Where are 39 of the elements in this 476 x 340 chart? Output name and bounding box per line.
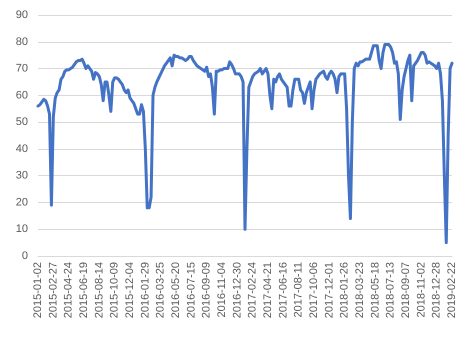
x-tick-label: 2017-06-16 [277,262,290,318]
x-tick-label: 2017-12-01 [323,262,336,318]
y-tick-label: 20 [16,196,28,208]
line-series [36,42,454,244]
x-tick-label: 2018-03-23 [354,262,366,318]
x-tick-label: 2016-09-09 [200,262,213,318]
x-tick-label: 2015-02-27 [47,262,60,318]
x-tick-label: 2017-08-11 [292,262,305,318]
y-tick-label: 50 [16,116,28,128]
y-tick-label: 70 [16,62,28,75]
y-tick-label: 90 [16,9,28,21]
x-tick-label: 2017-04-21 [262,262,274,318]
x-tick-label: 2018-05-18 [369,262,382,318]
x-tick-label: 2018-12-28 [430,262,443,318]
x-tick-label: 2018-11-02 [415,262,428,318]
x-tick-label: 2016-12-30 [231,262,244,318]
x-tick-label: 2015-06-19 [78,262,90,318]
y-tick-label: 10 [16,223,28,236]
y-tick-label: 40 [16,142,28,155]
x-tick-label: 2015-12-04 [124,262,136,318]
x-tick-label: 2015-01-02 [32,262,44,318]
x-tick-label: 2016-03-25 [154,262,167,318]
x-tick-label: 2016-01-29 [139,262,152,318]
y-tick-label: 60 [16,89,28,102]
y-tick-label: 30 [16,170,28,182]
y-tick-label: 80 [16,36,28,48]
x-tick-label: 2019-02-22 [446,262,458,318]
x-tick-label: 2015-04-24 [62,262,75,318]
y-tick-label: 0 [22,250,28,262]
x-tick-label: 2016-05-20 [170,262,182,318]
x-tick-label: 2018-01-26 [338,262,351,318]
x-tick-label: 2018-07-13 [384,262,397,318]
x-tick-label: 2016-07-15 [185,262,198,318]
x-tick-label: 2017-02-24 [246,262,259,318]
x-tick-label: 2015-10-09 [108,262,121,318]
x-tick-label: 2016-11-04 [216,262,228,318]
x-tick-label: 2017-10-06 [308,262,320,318]
x-tick-label: 2018-09-07 [400,262,412,318]
x-tick-label: 2015-08-14 [93,262,106,318]
